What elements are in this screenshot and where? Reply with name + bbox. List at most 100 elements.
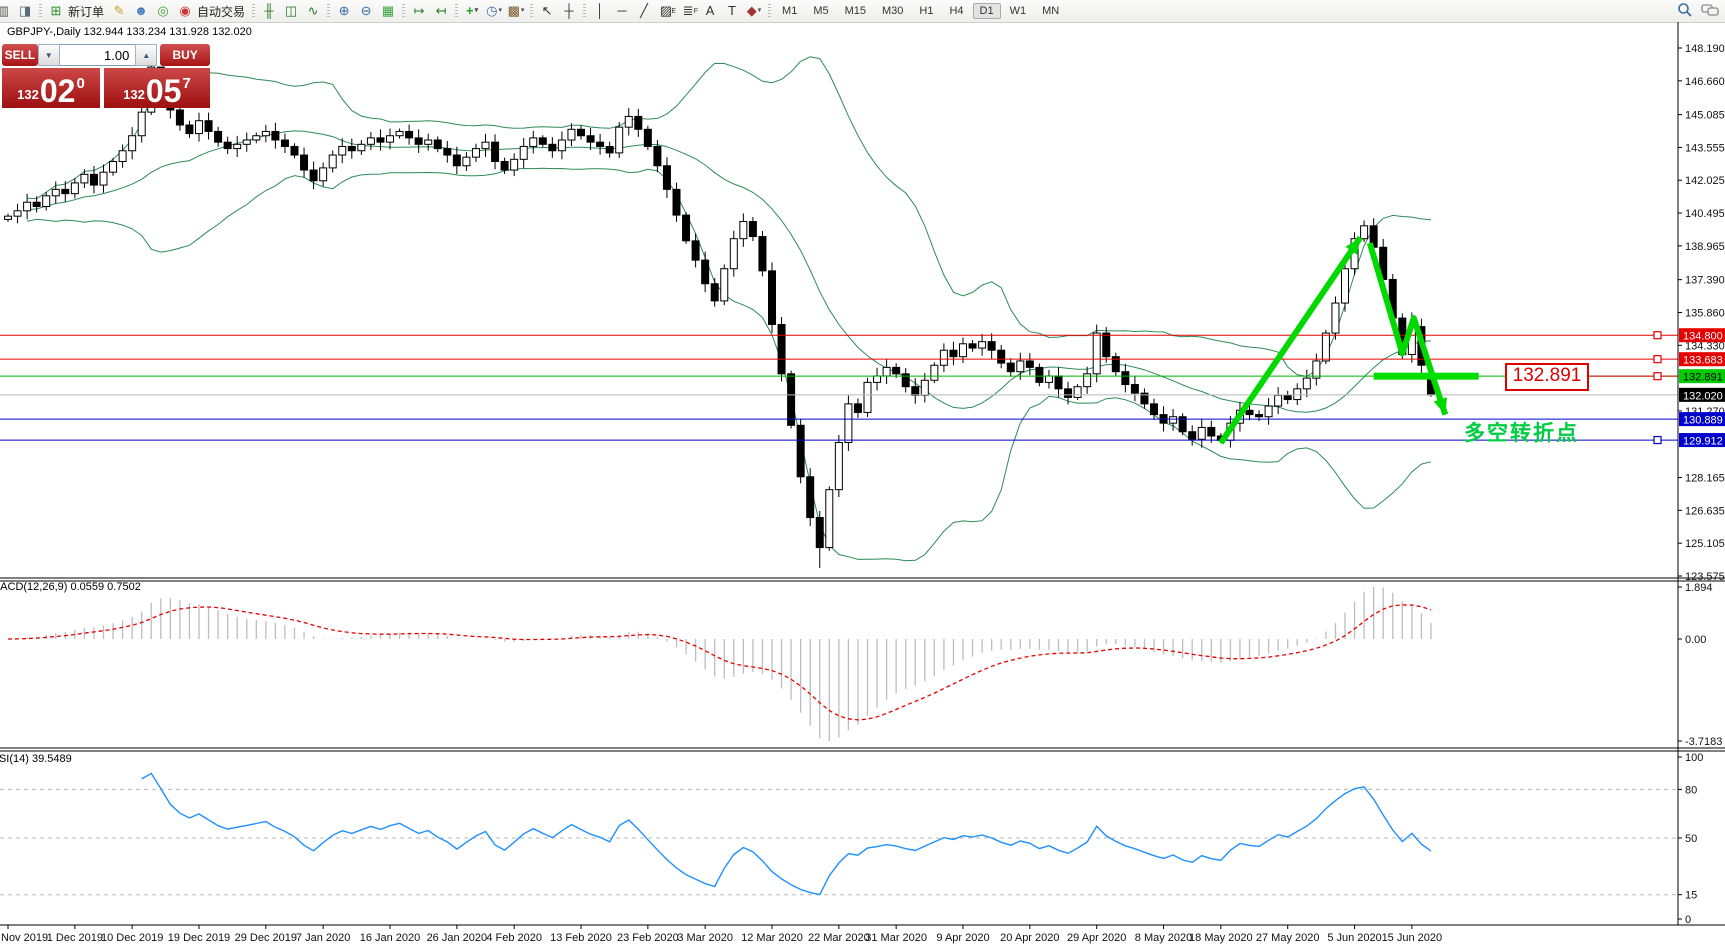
sell-price-button[interactable]: 132 02 0	[2, 68, 100, 108]
periods-icon[interactable]: ◷ ▾	[486, 3, 502, 18]
sell-price-whole: 132	[17, 87, 39, 102]
price-tick-label: 146.660	[1685, 76, 1725, 88]
candlestick-icon[interactable]: ◫	[284, 3, 298, 18]
signals-icon[interactable]: ◎	[157, 3, 169, 18]
crosshair-icon[interactable]: ┼	[564, 3, 574, 18]
volume-increase-button[interactable]: ▲	[135, 44, 158, 66]
price-tick-label: 138.965	[1685, 241, 1725, 253]
indicators-icon[interactable]: + ▾	[465, 3, 479, 18]
turning-point-annotation: 多空转折点	[1464, 422, 1579, 445]
toolbar-separator	[402, 4, 406, 18]
price-tick-label: 137.390	[1685, 275, 1725, 287]
chevron-down-icon: ▾	[474, 7, 479, 14]
toolbar-separator	[327, 4, 331, 18]
price-tick-label: 135.860	[1685, 307, 1725, 319]
date-tick-label: 20 Apr 2020	[1000, 932, 1059, 944]
autoscroll-icon[interactable]: ↦	[413, 3, 425, 18]
buy-button[interactable]: BUY	[160, 44, 210, 66]
trend-arrow-head	[1345, 237, 1361, 255]
price-tick-label: 128.165	[1685, 473, 1725, 485]
timeframe-button-w1[interactable]: W1	[1009, 5, 1027, 17]
trend-annotations	[1218, 235, 1479, 445]
toolbar-separator	[768, 4, 772, 18]
main-price-pane[interactable]	[0, 48, 1678, 568]
price-axis[interactable]: 148.190 146.660 145.085 143.555 142.025 140.4…	[1678, 43, 1725, 926]
timeframe-button-mn[interactable]: MN	[1042, 5, 1060, 17]
line-endpoint-marker	[1653, 435, 1662, 445]
timeframe-button-d1[interactable]: D1	[972, 3, 1001, 19]
cursor-icon[interactable]: ↖	[541, 3, 553, 18]
timeframe-button-m1[interactable]: M1	[782, 5, 798, 17]
chevron-down-icon: ▾	[757, 7, 762, 14]
date-tick-label: 8 May 2020	[1135, 932, 1192, 944]
autotrading-icon[interactable]: ◉	[179, 3, 191, 18]
timeframe-button-m15[interactable]: M15	[844, 5, 866, 17]
timeframe-button-m5[interactable]: M5	[813, 5, 829, 17]
line-chart-icon[interactable]: ∿	[307, 3, 319, 18]
fibonacci-icon[interactable]: ≣ F	[682, 3, 699, 18]
rsi-pane[interactable]	[0, 772, 1678, 896]
templates-icon[interactable]: ▩ ▾	[507, 3, 525, 18]
toolbar-right-icons	[1677, 2, 1719, 18]
timeframe-button-h1[interactable]: H1	[919, 5, 934, 17]
sell-price-point: 0	[76, 75, 85, 92]
symbol-ohlc-line: GBPJPY-,Daily 132.944 133.234 131.928 13…	[7, 26, 252, 38]
sell-button[interactable]: SELL	[2, 44, 38, 66]
new-order-icon-label: 新订单	[68, 4, 105, 19]
trendline-icon[interactable]: ╱	[640, 3, 648, 18]
tile-windows-icon[interactable]: ▦	[381, 3, 395, 18]
line-endpoint-marker	[1653, 331, 1662, 340]
price-label-text: 129.912	[1683, 436, 1723, 448]
chart-shift-icon[interactable]: ↤	[435, 3, 447, 18]
price-tick-label: 143.555	[1685, 142, 1725, 154]
rsi-tick-label: 15	[1685, 890, 1697, 902]
rsi-tick-label: 50	[1685, 833, 1697, 845]
search-icon[interactable]	[1677, 2, 1693, 18]
price-tick-label: 134.330	[1685, 340, 1725, 352]
toolbar-separator	[455, 4, 459, 18]
buy-price-button[interactable]: 132 05 7	[104, 68, 210, 108]
new-order-icon[interactable]: ⊞	[50, 3, 62, 18]
strategy-tester-icon[interactable]: ☻	[134, 3, 148, 18]
macd-pane[interactable]	[7, 587, 1432, 741]
profiles-icon[interactable]: ◨	[18, 3, 32, 18]
label-icon[interactable]: T	[728, 3, 736, 18]
zoom-out-icon[interactable]: ⊖	[360, 3, 372, 18]
price-tick-label: 140.495	[1685, 208, 1725, 220]
level-price-box[interactable]: 132.891	[1505, 363, 1589, 391]
price-label-box	[1679, 412, 1725, 427]
horizontal-line-icon[interactable]: ─	[617, 3, 627, 18]
arrows-icon[interactable]: ◆ ▾	[746, 3, 762, 18]
volume-decrease-button[interactable]: ▼	[37, 44, 60, 66]
trend-arrow-line	[1218, 235, 1363, 445]
zoom-in-icon[interactable]: ⊕	[338, 3, 350, 18]
timeframe-button-m30[interactable]: M30	[882, 5, 904, 17]
chart-area[interactable]: 148.190 146.660 145.085 143.555 142.025 140.4…	[0, 22, 1725, 945]
price-label-text: 132.891	[1683, 372, 1723, 384]
price-tick-label: 142.025	[1685, 175, 1725, 187]
toolbar-separator	[530, 4, 534, 18]
support-level-bar	[1373, 372, 1479, 380]
price-tick-label: 123.575	[1685, 571, 1725, 583]
timeframe-button-h4[interactable]: H4	[949, 5, 964, 17]
date-tick-label: 23 Feb 2020	[617, 932, 679, 944]
bollinger-upper-band	[27, 56, 1432, 377]
volume-input[interactable]: 1.00	[59, 44, 136, 66]
bar-chart-icon[interactable]: ╫	[264, 3, 274, 18]
metaeditor-icon[interactable]: ✎	[113, 3, 125, 18]
text-icon[interactable]: A	[705, 3, 715, 18]
chart-window-icon[interactable]: ▥	[0, 3, 10, 18]
candlestick-series	[4, 48, 1435, 568]
channel-icon[interactable]: ▨ E	[659, 3, 677, 18]
macd-indicator-label: MACD(12,26,9) 0.0559 0.7502	[0, 581, 141, 593]
price-tick-label: 148.190	[1685, 43, 1725, 55]
rsi-tick-label: 0	[1685, 914, 1691, 926]
macd-tick-label: -3.7183	[1685, 736, 1722, 748]
chevron-down-icon: ▾	[498, 7, 502, 14]
date-tick-label: 15 Jun 2020	[1382, 932, 1443, 944]
chat-icon[interactable]	[1701, 2, 1719, 18]
date-tick-label: 16 Jan 2020	[360, 932, 421, 944]
vertical-line-icon[interactable]: │	[595, 3, 605, 18]
